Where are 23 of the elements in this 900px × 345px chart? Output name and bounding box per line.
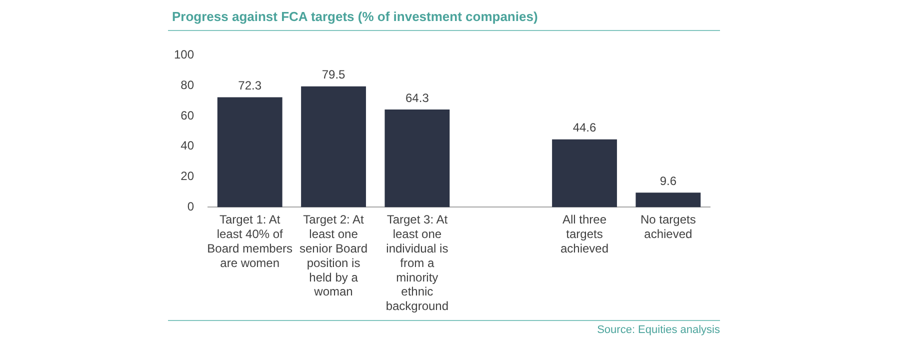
bar (384, 109, 450, 208)
y-tick-label: 60 (180, 108, 194, 122)
data-label: 72.3 (238, 78, 262, 93)
bar (636, 192, 701, 208)
bar (217, 97, 282, 208)
y-tick-label: 40 (180, 138, 194, 153)
y-tick-label: 80 (180, 78, 194, 92)
y-tick-label: 20 (180, 169, 194, 184)
x-tick-label: Target 2: At least one senior Board position is held by a woman (299, 212, 368, 299)
bar (301, 86, 366, 208)
y-tick-label: 100 (174, 48, 194, 62)
x-tick-label: Target 3: At least one individual is from a minority ethnic background (386, 212, 449, 314)
x-tick-label: All three targets achieved (560, 212, 609, 256)
data-label: 9.6 (660, 174, 677, 188)
source-note: Source: Equities analysis (597, 324, 720, 336)
y-tick-label: 0 (187, 200, 194, 214)
data-label: 79.5 (322, 68, 346, 82)
x-tick-label: Target 1: At least 40% of Board members are women (207, 212, 293, 270)
x-tick-label: No targets achieved (640, 212, 696, 242)
data-label: 64.3 (406, 90, 430, 105)
data-label: 44.6 (572, 120, 597, 135)
chart-title: Progress against FCA targets (% of investment companies) (172, 9, 538, 24)
bar (552, 139, 617, 208)
